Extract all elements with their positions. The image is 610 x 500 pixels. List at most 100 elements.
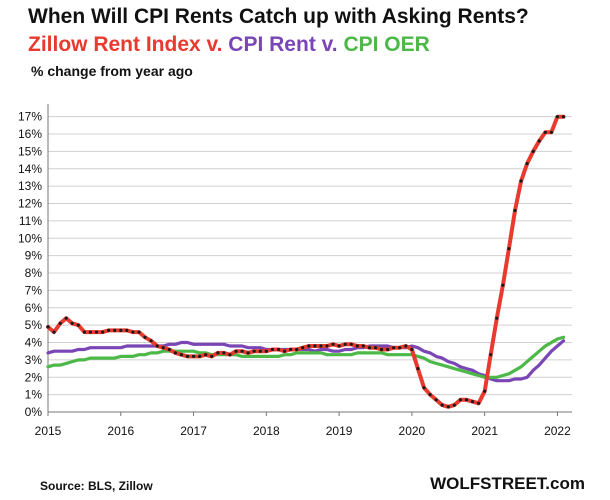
zillow-data-point	[386, 347, 390, 352]
zillow-data-point	[349, 342, 353, 346]
zillow-data-point	[477, 401, 481, 405]
zillow-data-point	[173, 351, 177, 355]
y-tick-label: 5%	[25, 318, 43, 332]
y-tick-label: 10%	[18, 231, 42, 245]
zillow-data-point	[404, 344, 408, 348]
zillow-data-point	[58, 321, 62, 325]
zillow-data-point	[282, 349, 287, 353]
zillow-data-point	[513, 208, 517, 213]
zillow-data-point	[470, 400, 475, 404]
zillow-data-point	[392, 346, 396, 350]
zillow-data-point	[543, 130, 547, 134]
cpi-oer-line	[46, 335, 566, 379]
y-tick-label: 9%	[25, 249, 43, 263]
zillow-data-point	[483, 389, 487, 393]
y-tick-label: 6%	[25, 301, 43, 315]
zillow-data-point	[258, 349, 262, 353]
zillow-data-point	[289, 347, 293, 352]
zillow-data-point	[301, 346, 305, 350]
zillow-data-point	[94, 330, 99, 334]
y-tick-label: 2%	[25, 370, 43, 384]
zillow-data-point	[137, 330, 141, 334]
zillow-data-point	[119, 328, 123, 332]
zillow-data-point	[228, 353, 232, 357]
x-tick-label: 2022	[544, 424, 571, 438]
zillow-data-point	[398, 346, 402, 350]
zillow-data-point	[561, 115, 566, 119]
zillow-data-point	[64, 316, 68, 320]
subtitle-zillow: Zillow Rent Index v.	[28, 33, 223, 56]
zillow-data-point	[264, 349, 268, 353]
zillow-data-point	[70, 321, 74, 325]
x-tick-label: 2017	[180, 424, 207, 438]
zillow-data-point	[192, 354, 196, 358]
zillow-data-point	[167, 347, 171, 352]
zillow-data-point	[416, 367, 420, 371]
y-axis-label: % change from year ago	[31, 63, 193, 79]
zillow-data-point	[440, 403, 444, 407]
y-tick-label: 0%	[25, 405, 43, 419]
zillow-data-point	[246, 351, 250, 355]
zillow-data-point	[222, 351, 226, 355]
zillow-data-point	[555, 115, 560, 119]
zillow-data-point	[240, 349, 244, 353]
zillow-data-point	[82, 330, 86, 334]
y-tick-label: 11%	[19, 214, 42, 228]
zillow-data-point	[252, 349, 256, 353]
zillow-data-point	[76, 323, 80, 327]
zillow-data-point	[149, 339, 153, 343]
y-tick-label: 1%	[25, 388, 43, 402]
zillow-data-point	[489, 353, 493, 357]
zillow-data-point	[428, 393, 432, 397]
x-tick-label: 2016	[107, 424, 134, 438]
x-tick-label: 2020	[399, 424, 426, 438]
zillow-data-point	[331, 342, 335, 346]
y-tick-label: 4%	[25, 336, 43, 350]
zillow-rent-index-line	[46, 114, 566, 409]
y-tick-label: 3%	[25, 353, 43, 367]
zillow-data-point	[88, 330, 92, 334]
y-tick-label: 13%	[18, 179, 42, 193]
zillow-data-point	[367, 346, 372, 350]
y-tick-label: 7%	[25, 283, 43, 297]
zillow-data-point	[198, 354, 202, 358]
zillow-data-point	[361, 344, 365, 348]
zillow-data-point	[52, 330, 56, 334]
zillow-data-point	[216, 351, 220, 355]
zillow-data-point	[179, 353, 183, 357]
zillow-data-point	[434, 398, 438, 402]
zillow-data-point	[519, 179, 523, 183]
chart-subtitle: Zillow Rent Index v. CPI Rent v. CPI OER	[28, 33, 430, 57]
zillow-data-point	[464, 398, 469, 402]
site-credit: WOLFSTREET.com	[430, 474, 585, 493]
zillow-data-point	[143, 335, 147, 339]
zillow-data-point	[210, 354, 214, 358]
zillow-data-point	[410, 347, 414, 352]
y-tick-label: 16%	[18, 127, 42, 141]
zillow-data-point	[276, 347, 281, 352]
x-tick-label: 2021	[471, 424, 498, 438]
zillow-data-point	[337, 344, 341, 348]
cpi-rent-line	[46, 339, 566, 383]
zillow-data-point	[495, 316, 499, 320]
zillow-data-point	[355, 344, 359, 348]
subtitle-cpi-rent: CPI Rent v.	[222, 33, 338, 56]
y-tick-label: 8%	[25, 266, 43, 280]
zillow-data-point	[46, 325, 50, 329]
zillow-data-point	[307, 344, 311, 348]
zillow-data-point	[446, 405, 450, 409]
zillow-data-point	[113, 328, 117, 332]
y-tick-label: 14%	[18, 162, 42, 176]
zillow-data-point	[319, 344, 323, 348]
y-axis-ticks: 0% 1% 2% 3% 4% 5% 6% 7% 8% 9% 10% 11% 12% 13% 14% 15% 16…	[18, 110, 42, 419]
zillow-data-point	[458, 398, 462, 402]
zillow-data-point	[325, 344, 329, 348]
gridlines	[47, 104, 572, 413]
y-tick-label: 17%	[18, 110, 42, 124]
zillow-data-point	[549, 130, 554, 134]
zillow-data-point	[101, 330, 105, 334]
zillow-data-point	[531, 149, 535, 153]
x-tick-label: 2018	[253, 424, 280, 438]
zillow-data-point	[161, 346, 165, 350]
